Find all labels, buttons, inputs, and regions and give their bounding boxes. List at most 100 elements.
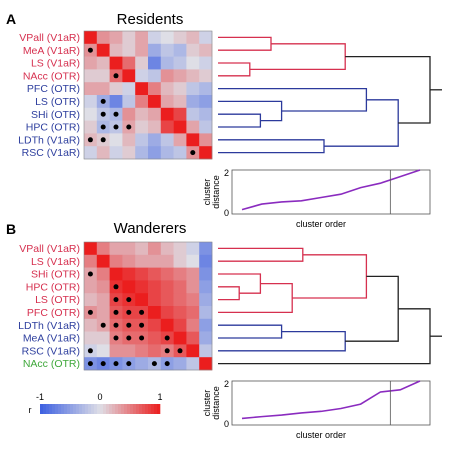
heatmap-cell	[96, 331, 110, 345]
dendrogram-branch	[218, 247, 304, 262]
heatmap-cell	[173, 133, 187, 147]
significance-dot	[100, 124, 106, 130]
heatmap-cell	[160, 120, 174, 134]
heatmap-cell	[109, 56, 123, 70]
heatmap-cell	[160, 242, 174, 256]
significance-dot	[113, 335, 119, 341]
dendrogram-branch	[218, 324, 283, 339]
row-label: MeA (V1aR)	[23, 333, 80, 345]
heatmap-cell	[199, 293, 213, 307]
heatmap-cell	[173, 107, 187, 121]
heatmap-cell	[199, 357, 213, 371]
heatmap-cell	[186, 43, 200, 57]
heatmap-cell	[96, 31, 110, 45]
heatmap-cell	[96, 280, 110, 294]
significance-dot	[113, 297, 119, 303]
panel-letter: A	[6, 11, 16, 27]
colorbar-segment	[40, 404, 44, 414]
inset-line	[241, 169, 421, 211]
heatmap-cell	[186, 357, 200, 371]
significance-dot	[164, 348, 170, 354]
heatmap-cell	[109, 95, 123, 109]
significance-dot	[100, 361, 106, 367]
row-label: NAcc (OTR)	[23, 70, 80, 82]
heatmap-cell	[160, 133, 174, 147]
inset-ylabel: distance	[211, 386, 221, 420]
significance-dot	[164, 335, 170, 341]
colorbar-segment	[121, 404, 125, 414]
heatmap-cell	[173, 357, 187, 371]
heatmap-cell	[199, 120, 213, 134]
heatmap-cell	[173, 267, 187, 281]
heatmap-cell	[135, 31, 149, 45]
heatmap-cell	[122, 107, 136, 121]
panel-letter: B	[6, 221, 16, 237]
colorbar-segment	[91, 404, 95, 414]
heatmap-cell	[148, 306, 162, 320]
dendrogram-branch	[218, 286, 240, 301]
heatmap-cell	[186, 306, 200, 320]
dendrogram-branch	[345, 55, 431, 124]
heatmap-cell	[96, 306, 110, 320]
row-label: RSC (V1aR)	[22, 147, 80, 159]
heatmap-cell	[148, 254, 162, 268]
heatmap-cell	[173, 56, 187, 70]
heatmap-cell	[199, 254, 213, 268]
heatmap-cell	[160, 318, 174, 332]
inset-line	[241, 380, 421, 420]
heatmap-frame	[83, 241, 213, 371]
significance-dot	[126, 309, 132, 315]
heatmap-cell	[148, 43, 162, 57]
significance-dot	[164, 361, 170, 367]
heatmap-cell	[173, 254, 187, 268]
heatmap-cell	[135, 133, 149, 147]
heatmap-cell	[173, 43, 187, 57]
colorbar-segment	[127, 404, 131, 414]
heatmap-cell	[84, 293, 98, 307]
dendrogram-branch	[218, 139, 325, 154]
dendrogram-branch	[218, 36, 272, 51]
heatmap-cell	[173, 280, 187, 294]
colorbar-segment	[76, 404, 80, 414]
colorbar-segment	[100, 404, 104, 414]
heatmap-cell	[173, 331, 187, 345]
significance-dot	[87, 47, 93, 53]
row-label: LDTh (V1aR)	[18, 134, 80, 146]
heatmap-cell	[109, 254, 123, 268]
colorbar-segment	[73, 404, 77, 414]
heatmap-cell	[109, 43, 123, 57]
heatmap-cell	[199, 82, 213, 96]
heatmap-cell	[173, 69, 187, 83]
row-label: HPC (OTR)	[26, 281, 80, 293]
significance-dot	[113, 124, 119, 130]
colorbar-segment	[52, 404, 56, 414]
heatmap-cell	[173, 146, 187, 160]
colorbar-segment	[106, 404, 110, 414]
colorbar-segment	[130, 404, 134, 414]
heatmap-cell	[96, 43, 110, 57]
heatmap-cell	[96, 56, 110, 70]
colorbar-segment	[88, 404, 92, 414]
inset-xlabel: cluster order	[296, 430, 346, 440]
heatmap-cell	[96, 293, 110, 307]
colorbar-segment	[112, 404, 116, 414]
colorbar-tick: -1	[36, 392, 44, 402]
heatmap-cell	[160, 56, 174, 70]
heatmap-cell	[148, 267, 162, 281]
heatmap-cell	[160, 254, 174, 268]
colorbar-segment	[109, 404, 113, 414]
inset-ytick: 0	[224, 208, 229, 218]
significance-dot	[113, 309, 119, 315]
significance-dot	[126, 335, 132, 341]
heatmap-cell	[160, 306, 174, 320]
colorbar-segment	[55, 404, 59, 414]
colorbar-segment	[145, 404, 149, 414]
heatmap-cell	[122, 242, 136, 256]
inset-frame	[231, 380, 431, 426]
heatmap-cell	[122, 82, 136, 96]
heatmap-cell	[148, 318, 162, 332]
heatmap-cell	[186, 133, 200, 147]
significance-dot	[139, 335, 145, 341]
colorbar-segment	[43, 404, 47, 414]
